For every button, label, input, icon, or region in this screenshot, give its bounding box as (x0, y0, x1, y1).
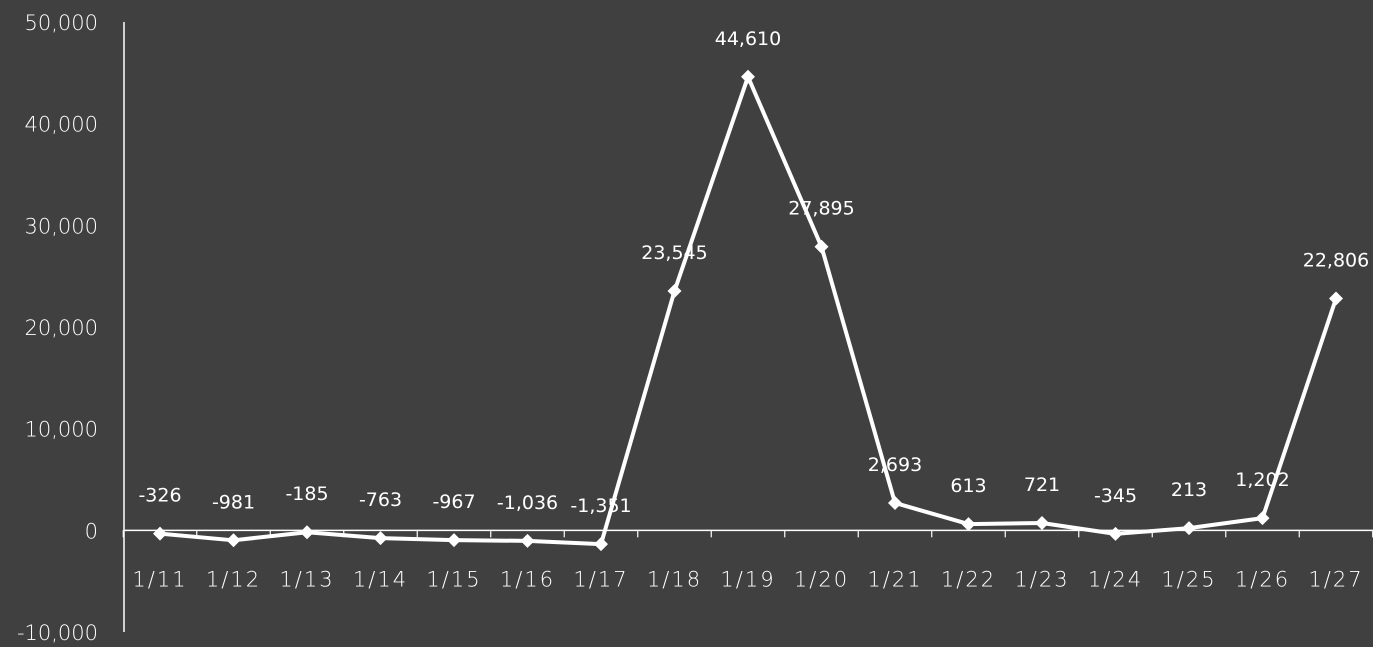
x-tick-label: 1/22 (941, 567, 996, 591)
x-tick-label: 1/18 (647, 567, 702, 591)
data-point-marker (153, 526, 167, 541)
x-tick-label: 1/27 (1308, 567, 1363, 591)
data-point-marker (741, 69, 755, 84)
y-tick-label: 50,000 (25, 11, 98, 35)
x-tick-label: 1/12 (206, 567, 261, 591)
x-tick-label: 1/19 (720, 567, 775, 591)
data-label: 23,545 (641, 242, 707, 264)
y-tick-label: 40,000 (25, 113, 98, 137)
data-label: -967 (432, 491, 475, 513)
x-tick-label: 1/13 (279, 567, 334, 591)
x-tick-label: 1/23 (1014, 567, 1069, 591)
data-point-marker (1329, 291, 1343, 306)
x-tick-label: 1/11 (132, 567, 187, 591)
data-point-marker (961, 517, 976, 532)
data-label: 2,693 (868, 454, 922, 476)
data-point-marker (520, 533, 535, 548)
x-tick-label: 1/16 (500, 567, 555, 591)
data-label: -763 (359, 489, 402, 511)
data-label: -185 (285, 483, 328, 505)
data-point-marker (447, 533, 461, 548)
data-point-marker (814, 239, 829, 254)
data-label: -1,351 (570, 495, 631, 517)
data-label: 721 (1024, 474, 1060, 496)
data-label: -981 (212, 491, 255, 513)
y-tick-label: 0 (85, 519, 98, 543)
data-point-marker (1108, 526, 1123, 541)
x-tick-label: 1/14 (353, 567, 408, 591)
x-tick-label: 1/25 (1161, 567, 1216, 591)
x-tick-label: 1/15 (426, 567, 481, 591)
x-tick-label: 1/21 (867, 567, 922, 591)
x-tick-label: 1/24 (1088, 567, 1143, 591)
data-label: 613 (950, 475, 986, 497)
data-point-marker (300, 525, 314, 540)
y-tick-label: 10,000 (25, 418, 98, 442)
x-tick-label: 1/26 (1235, 567, 1290, 591)
y-axis: 50,000 40,000 30,000 20,000 10,000 0 -10,000 (17, 11, 125, 645)
y-tick-label: -10,000 (17, 621, 98, 645)
data-label: 44,610 (715, 28, 781, 50)
data-point-marker (1035, 516, 1049, 531)
data-point-marker (888, 495, 902, 510)
y-tick-label: 20,000 (25, 316, 98, 340)
x-tick-label: 1/20 (794, 567, 849, 591)
data-label: 27,895 (788, 198, 854, 220)
data-labels: -326 -981 -185 -763 -967 -1,036 -1,351 23,545 44… (138, 28, 1369, 517)
data-point-marker (1255, 511, 1270, 526)
data-label: 213 (1171, 479, 1207, 501)
data-point-marker (226, 533, 241, 548)
x-tick-label: 1/17 (573, 567, 628, 591)
data-point-marker (373, 531, 388, 546)
data-point-marker (594, 537, 608, 552)
data-point-marker (667, 283, 682, 298)
data-point-marker (1182, 521, 1196, 536)
data-label: 22,806 (1303, 249, 1369, 271)
data-label: -345 (1094, 485, 1137, 507)
data-label: -1,036 (497, 492, 558, 514)
series-line (159, 74, 1338, 547)
y-tick-label: 30,000 (25, 214, 98, 238)
series (153, 69, 1343, 552)
data-label: 1,202 (1235, 469, 1289, 491)
x-axis: 1/11 1/12 1/13 1/14 1/15 1/16 1/17 1/18 1/19 1/20… (122, 529, 1373, 591)
data-label: -326 (138, 485, 181, 507)
